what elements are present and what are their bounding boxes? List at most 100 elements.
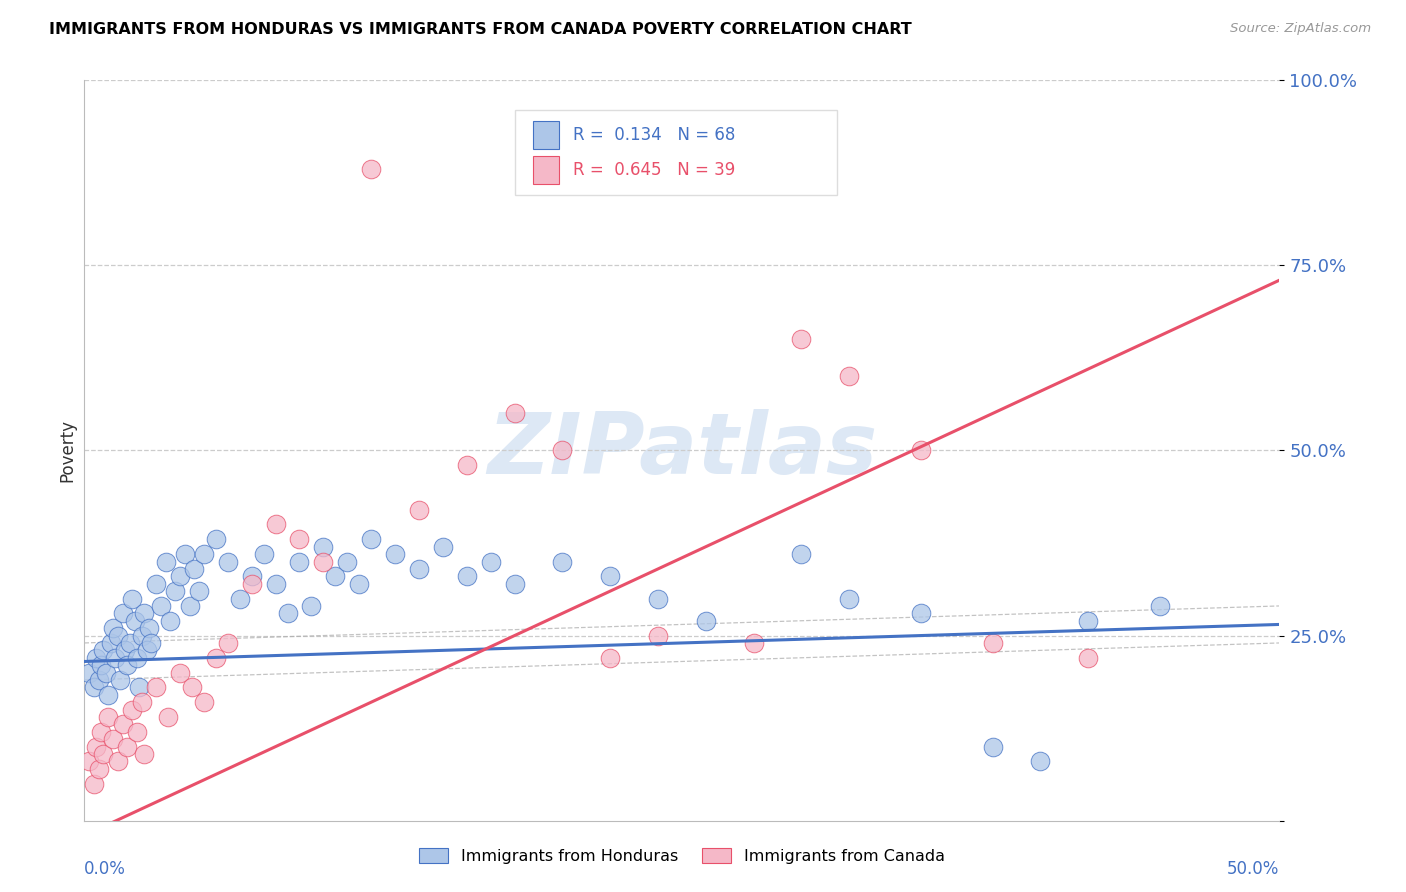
Point <box>149 599 172 613</box>
Point <box>97 688 120 702</box>
Text: Source: ZipAtlas.com: Source: ZipAtlas.com <box>1230 22 1371 36</box>
Point <box>100 636 122 650</box>
Y-axis label: Poverty: Poverty <box>58 419 76 482</box>
Point <box>408 502 430 516</box>
Point <box>432 540 454 554</box>
Point <box>121 591 143 606</box>
Point <box>301 599 323 613</box>
Point <box>121 703 143 717</box>
Point <box>86 650 108 665</box>
Point <box>138 621 160 635</box>
Point <box>1029 755 1052 769</box>
Point <box>110 673 132 687</box>
Point <box>336 555 359 569</box>
Point <box>503 407 526 421</box>
Text: R =  0.134   N = 68: R = 0.134 N = 68 <box>574 126 735 145</box>
Legend: Immigrants from Honduras, Immigrants from Canada: Immigrants from Honduras, Immigrants fro… <box>412 839 952 871</box>
Point <box>910 607 932 621</box>
Point <box>114 643 136 657</box>
Point <box>1149 599 1171 613</box>
Point <box>128 681 150 695</box>
Point <box>77 665 100 680</box>
Point <box>240 576 263 591</box>
Text: R =  0.645   N = 39: R = 0.645 N = 39 <box>574 161 735 179</box>
Point <box>125 650 148 665</box>
Point <box>217 555 239 569</box>
Point <box>169 569 191 583</box>
Point <box>384 547 406 561</box>
Point <box>179 599 201 613</box>
Point <box>183 562 205 576</box>
Point <box>173 547 195 561</box>
Point <box>165 584 187 599</box>
Point <box>264 517 287 532</box>
Point <box>599 650 621 665</box>
Point <box>456 569 478 583</box>
Point <box>277 607 299 621</box>
Point <box>132 747 156 761</box>
Point <box>790 332 813 346</box>
Point <box>97 710 120 724</box>
Text: IMMIGRANTS FROM HONDURAS VS IMMIGRANTS FROM CANADA POVERTY CORRELATION CHART: IMMIGRANTS FROM HONDURAS VS IMMIGRANTS F… <box>49 22 912 37</box>
Point <box>90 724 112 739</box>
Point <box>742 636 765 650</box>
Point <box>107 755 129 769</box>
Point <box>118 636 141 650</box>
Point <box>145 681 167 695</box>
Point <box>101 732 124 747</box>
Point <box>312 540 335 554</box>
Text: 50.0%: 50.0% <box>1227 860 1279 878</box>
Point <box>1077 614 1099 628</box>
Point <box>205 650 228 665</box>
Point <box>288 533 311 547</box>
Point <box>910 443 932 458</box>
Point <box>155 555 177 569</box>
Point <box>104 650 127 665</box>
Point <box>131 628 153 642</box>
Point <box>90 658 112 673</box>
Point <box>838 369 860 384</box>
Point <box>87 762 110 776</box>
Point <box>125 724 148 739</box>
Point <box>838 591 860 606</box>
Point <box>157 710 180 724</box>
Point <box>360 162 382 177</box>
Point <box>456 458 478 473</box>
Point <box>981 636 1004 650</box>
Point <box>325 569 347 583</box>
Point <box>87 673 110 687</box>
Point <box>253 547 276 561</box>
Point <box>86 739 108 754</box>
Point <box>107 628 129 642</box>
FancyBboxPatch shape <box>533 121 558 149</box>
Point <box>647 591 669 606</box>
Point <box>217 636 239 650</box>
Point <box>193 547 215 561</box>
Text: 0.0%: 0.0% <box>84 860 127 878</box>
Point <box>117 658 139 673</box>
Point <box>93 643 115 657</box>
Point <box>205 533 228 547</box>
Point <box>101 621 124 635</box>
Point <box>408 562 430 576</box>
Point <box>94 665 117 680</box>
FancyBboxPatch shape <box>515 110 838 195</box>
Point <box>135 643 157 657</box>
Point <box>551 555 574 569</box>
Point <box>132 607 156 621</box>
Point <box>141 636 163 650</box>
Point <box>288 555 311 569</box>
Point <box>83 681 105 695</box>
Point <box>551 443 574 458</box>
FancyBboxPatch shape <box>533 156 558 184</box>
Point <box>695 614 717 628</box>
Point <box>145 576 167 591</box>
Point <box>599 569 621 583</box>
Point <box>159 614 181 628</box>
Point <box>117 739 139 754</box>
Point <box>93 747 115 761</box>
Point <box>503 576 526 591</box>
Point <box>479 555 502 569</box>
Point <box>169 665 191 680</box>
Point <box>131 695 153 709</box>
